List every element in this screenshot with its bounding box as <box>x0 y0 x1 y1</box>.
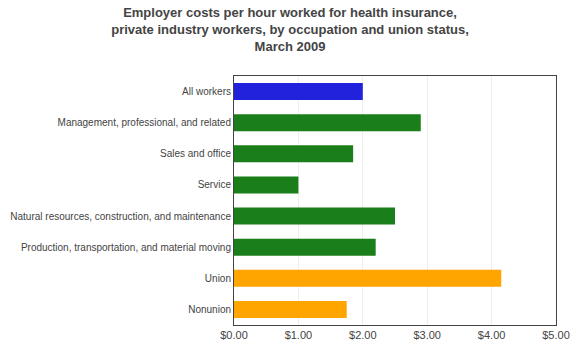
svg-text:Sales and office: Sales and office <box>160 148 231 159</box>
svg-text:$5.00: $5.00 <box>542 329 570 341</box>
svg-text:$4.00: $4.00 <box>478 329 506 341</box>
svg-text:All workers: All workers <box>182 86 231 97</box>
svg-text:Employer costs per hour worked: Employer costs per hour worked for healt… <box>111 5 469 54</box>
svg-text:Service: Service <box>198 179 232 190</box>
svg-text:Nonunion: Nonunion <box>188 304 231 315</box>
svg-text:Union: Union <box>205 273 231 284</box>
svg-text:$0.00: $0.00 <box>220 329 248 341</box>
svg-text:Management, professional, and: Management, professional, and related <box>58 117 231 128</box>
svg-text:$3.00: $3.00 <box>413 329 441 341</box>
svg-text:Natural resources, constructio: Natural resources, construction, and mai… <box>10 211 231 222</box>
svg-text:$2.00: $2.00 <box>349 329 377 341</box>
svg-text:$1.00: $1.00 <box>285 329 313 341</box>
svg-text:Production, transportation, an: Production, transportation, and material… <box>21 242 231 253</box>
